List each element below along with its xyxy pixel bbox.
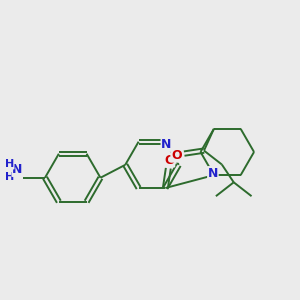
Text: O: O [164,154,175,167]
Text: N: N [161,138,172,151]
Text: N: N [12,163,22,176]
Text: N: N [208,167,218,180]
Text: H: H [5,172,14,182]
Text: H: H [5,159,14,169]
Text: O: O [171,149,181,162]
